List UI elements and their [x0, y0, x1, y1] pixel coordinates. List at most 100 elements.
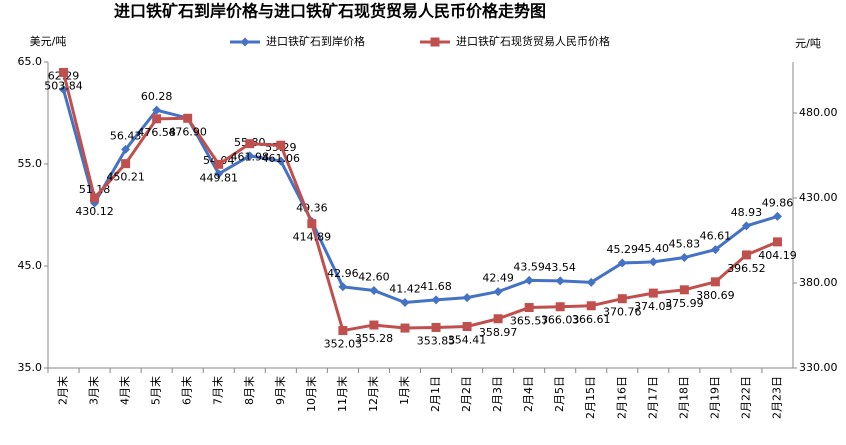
point: [710, 277, 720, 287]
data-label: 430.12: [75, 205, 114, 218]
data-label: 366.61: [572, 313, 611, 326]
y2-tick-label: 380.00: [799, 276, 838, 289]
series-line: [62, 89, 778, 305]
data-label: 42.60: [358, 270, 390, 283]
data-label: 43.59: [513, 260, 545, 273]
data-label: 375.99: [665, 297, 704, 310]
data-label: 449.81: [199, 171, 238, 184]
x-tick-label: 2月23日: [770, 376, 783, 419]
point: [679, 253, 689, 263]
data-label: 365.57: [510, 315, 549, 328]
point: [121, 159, 131, 169]
y-tick-label: 35.0: [18, 361, 43, 374]
point: [648, 257, 658, 267]
x-tick-label: 2月2日: [460, 376, 473, 412]
data-label: 414.89: [293, 231, 332, 244]
data-label: 354.41: [448, 334, 487, 347]
point: [276, 140, 286, 150]
point: [152, 105, 162, 115]
data-label: 51.18: [79, 183, 111, 196]
x-tick-label: 7月末: [211, 376, 225, 405]
point: [741, 250, 751, 260]
point: [276, 156, 286, 166]
data-label: 461.06: [262, 152, 301, 165]
x-tick-label: 2月19日: [708, 376, 721, 419]
point: [555, 302, 565, 312]
x-tick-label: 11月末: [335, 376, 349, 412]
point: [772, 211, 782, 221]
data-label: 450.21: [106, 171, 145, 184]
data-label: 404.19: [758, 249, 797, 262]
point: [555, 276, 565, 286]
point: [307, 219, 317, 229]
x-tick-label: 2月15日: [584, 376, 597, 419]
data-label: 49.86: [762, 196, 794, 209]
x-tick-label: 2月1日: [429, 376, 442, 412]
x-tick-label: 2月18日: [677, 376, 690, 419]
point: [462, 322, 472, 332]
y-tick-label: 65.0: [18, 55, 43, 68]
point: [648, 288, 658, 298]
point: [152, 114, 162, 124]
x-tick-label: 10月末: [304, 376, 318, 412]
x-tick-label: 4月末: [118, 376, 132, 405]
point: [741, 221, 751, 231]
data-label: 46.61: [700, 230, 732, 243]
y2-tick-label: 330.00: [799, 361, 838, 374]
x-tick-label: 3月末: [87, 376, 101, 405]
point: [369, 285, 379, 295]
data-label: 355.28: [355, 332, 394, 345]
point: [400, 323, 410, 333]
data-label: 370.76: [603, 306, 642, 319]
x-tick-label: 5月末: [149, 376, 163, 405]
point: [338, 326, 348, 336]
data-label: 41.42: [389, 283, 421, 296]
data-label: 43.54: [544, 261, 576, 274]
point: [431, 295, 441, 305]
point: [183, 113, 193, 123]
data-label: 45.40: [638, 242, 670, 255]
data-label: 48.93: [731, 206, 763, 219]
x-tick-label: 2月4日: [522, 376, 535, 412]
point: [617, 258, 627, 268]
data-label: 352.03: [324, 338, 363, 351]
data-label: 396.52: [727, 262, 766, 275]
point: [493, 314, 503, 324]
legend-marker: [240, 37, 250, 47]
x-tick-label: 9月末: [273, 376, 287, 405]
x-tick-label: 6月末: [180, 376, 194, 405]
point: [90, 193, 100, 203]
y-axis-label: 美元/吨: [30, 35, 67, 48]
data-label: 353.85: [417, 334, 456, 347]
point: [338, 282, 348, 292]
data-label: 476.90: [168, 125, 207, 138]
data-label: 374.05: [634, 300, 673, 313]
data-label: 45.83: [669, 238, 701, 251]
y-tick-label: 45.0: [18, 259, 43, 272]
point: [59, 67, 69, 77]
data-label: 476.58: [137, 126, 176, 139]
point: [369, 320, 379, 330]
point: [524, 275, 534, 285]
x-tick-label: 2月17日: [646, 376, 659, 419]
data-label: 45.29: [607, 243, 639, 256]
x-tick-label: 2月3日: [491, 376, 504, 412]
data-label: 380.69: [696, 289, 735, 302]
point: [679, 285, 689, 295]
data-label: 366.03: [541, 314, 580, 327]
point: [586, 277, 596, 287]
point: [245, 151, 255, 161]
point: [462, 293, 472, 303]
point: [524, 303, 534, 313]
point: [710, 245, 720, 255]
chart-title: 进口铁矿石到岸价格与进口铁矿石现货贸易人民币价格走势图: [114, 2, 546, 21]
x-tick-label: 1月末: [397, 376, 411, 405]
point: [431, 322, 441, 332]
x-tick-label: 2月16日: [615, 376, 628, 419]
x-tick-label: 8月末: [242, 376, 256, 405]
legend-label: 进口铁矿石到岸价格: [266, 34, 365, 48]
data-label: 503.84: [44, 79, 83, 92]
point: [214, 169, 224, 179]
point: [214, 159, 224, 169]
